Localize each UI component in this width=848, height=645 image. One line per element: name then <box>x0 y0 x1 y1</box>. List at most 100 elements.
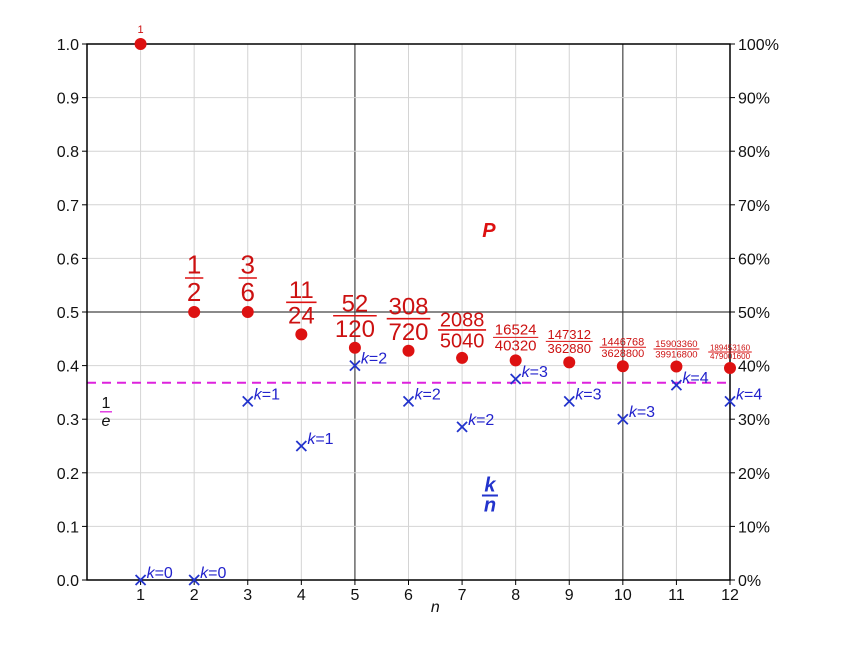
y2-tick-label: 100% <box>738 37 779 54</box>
x-tick-label: 10 <box>614 587 632 604</box>
y2-tick-label: 50% <box>738 305 770 322</box>
p-point <box>616 360 629 373</box>
y2-tick-label: 20% <box>738 466 770 483</box>
kn-point <box>349 359 361 372</box>
p-label-denominator: 720 <box>388 319 428 346</box>
kn-label: k=3 <box>629 404 655 421</box>
p-label-numerator: 1 <box>187 249 201 279</box>
y2-axis-ticks: 0% 10% 20% 30% 40% 50% 60% 70% 80% 90% 100% <box>730 37 779 590</box>
p-label-numerator: 52 <box>342 290 369 317</box>
y-axis-ticks: 0.0 0.1 0.2 0.3 0.4 0.5 0.6 0.7 0.8 0.9 1.0 <box>57 37 87 590</box>
x-tick-label: 8 <box>511 587 520 604</box>
kn-marker-stroke <box>134 574 147 586</box>
y-tick-label: 0.9 <box>57 91 79 108</box>
p-label-numerator: 189453160 <box>710 344 751 353</box>
kn-marker-stroke <box>563 395 575 407</box>
reference-label-denominator: e <box>102 413 111 430</box>
kn-marker-stroke <box>510 373 522 385</box>
y2-tick-label: 0% <box>738 573 761 590</box>
p-label-numerator: 308 <box>388 293 428 320</box>
y2-tick-label: 40% <box>738 359 770 376</box>
annotation-k-over-n: k n <box>481 475 498 517</box>
p-label-numerator: 1446768 <box>601 336 644 348</box>
p-label-denominator: 362880 <box>548 341 591 356</box>
y-tick-label: 0.2 <box>57 466 79 483</box>
p-label-denominator: 120 <box>335 316 375 343</box>
p-label-numerator: 2088 <box>440 309 485 331</box>
kn-label: k=2 <box>361 351 387 368</box>
p-point <box>509 354 522 367</box>
kn-label: k=1 <box>307 431 333 448</box>
kn-marker-stroke <box>295 440 307 452</box>
kn-point <box>670 379 683 391</box>
kn-label: k=1 <box>254 386 280 403</box>
kn-label: k=0 <box>200 565 226 582</box>
kn-marker-stroke <box>456 421 468 433</box>
y2-tick-label: 30% <box>738 412 770 429</box>
y2-tick-label: 80% <box>738 144 770 161</box>
kn-point <box>510 373 522 385</box>
x-tick-label: 9 <box>565 587 574 604</box>
y-tick-label: 0.1 <box>57 519 79 536</box>
y-tick-label: 0.5 <box>57 305 79 322</box>
annotation-k: k <box>484 475 496 497</box>
p-label-denominator: 6 <box>241 277 255 307</box>
x-tick-label: 7 <box>458 587 467 604</box>
kn-label: k=4 <box>736 386 762 403</box>
p-point <box>402 344 415 357</box>
x-tick-label: 1 <box>136 587 145 604</box>
p-label-numerator: 3 <box>241 249 255 279</box>
kn-marker-stroke <box>242 395 254 407</box>
y-tick-label: 0.3 <box>57 412 79 429</box>
p-label-numerator: 11 <box>289 277 314 304</box>
p-label-numerator: 1 <box>138 24 144 36</box>
p-point <box>295 328 308 341</box>
p-label-denominator: 39916800 <box>655 349 697 360</box>
series-k-over-n: k=0 k=0 k=1 k=1 k=2 k=2 k=2 k=3 k=3 k=3 k=4 k=4 <box>134 351 762 586</box>
p-point <box>456 351 469 364</box>
p-label-denominator: 3628800 <box>601 348 644 360</box>
annotation-p: P <box>482 220 496 242</box>
kn-label: k=0 <box>147 565 173 582</box>
y2-tick-label: 70% <box>738 198 770 215</box>
kn-label: k=3 <box>575 386 601 403</box>
p-label-denominator: 2 <box>187 277 201 307</box>
kn-point <box>134 574 147 586</box>
p-label-denominator: 479001600 <box>710 352 751 361</box>
x-tick-label: 4 <box>297 587 306 604</box>
kn-marker-stroke <box>670 379 683 391</box>
kn-point <box>563 395 575 407</box>
kn-point <box>242 395 254 407</box>
annotation-n: n <box>484 495 496 517</box>
reference-label-numerator: 1 <box>102 395 111 412</box>
p-label-denominator: 5040 <box>440 331 485 353</box>
y-tick-label: 0.4 <box>57 359 79 376</box>
x-tick-label: 5 <box>350 587 359 604</box>
y-tick-label: 0.8 <box>57 144 79 161</box>
y2-tick-label: 90% <box>738 91 770 108</box>
p-point <box>670 360 683 373</box>
kn-label: k=4 <box>682 370 708 387</box>
x-tick-label: 6 <box>404 587 413 604</box>
kn-point <box>188 574 200 586</box>
p-point <box>724 362 736 375</box>
p-point <box>241 306 254 318</box>
x-tick-label: 11 <box>668 587 685 604</box>
y2-tick-label: 60% <box>738 251 770 268</box>
p-label-numerator: 15903360 <box>655 339 697 350</box>
p-label-denominator: 24 <box>288 302 315 329</box>
x-tick-label: 3 <box>243 587 252 604</box>
kn-point <box>295 440 307 452</box>
p-point <box>348 341 361 354</box>
y-tick-label: 0.0 <box>57 573 79 590</box>
y-tick-label: 0.6 <box>57 251 79 268</box>
x-axis-ticks: 1 2 3 4 5 6 7 8 9 10 11 12 <box>136 580 739 604</box>
kn-label: k=2 <box>415 386 441 403</box>
reference-line-label: 1 e <box>100 395 112 430</box>
kn-point <box>402 395 415 407</box>
kn-point <box>724 395 736 407</box>
x-axis-label: n <box>431 599 440 616</box>
y2-tick-label: 10% <box>738 519 770 536</box>
